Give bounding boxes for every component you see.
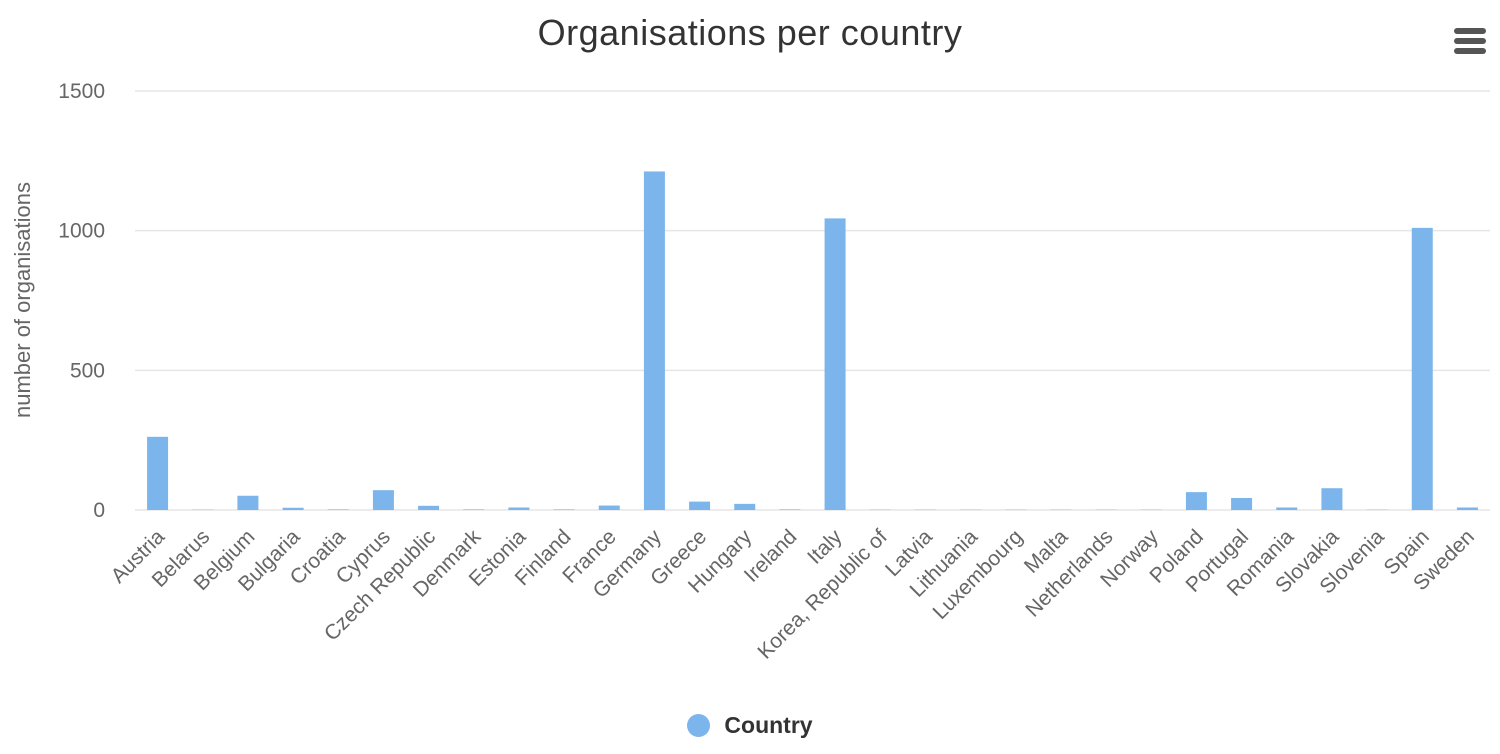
bar-greece[interactable] bbox=[689, 501, 711, 510]
legend-label: Country bbox=[724, 712, 813, 738]
bar-spain[interactable] bbox=[1411, 227, 1433, 510]
legend-item[interactable]: Country bbox=[0, 712, 1500, 739]
bar-ireland[interactable] bbox=[779, 509, 801, 510]
bars bbox=[147, 171, 1478, 510]
grid-lines bbox=[135, 90, 1490, 511]
bar-austria[interactable] bbox=[147, 436, 169, 510]
bar-denmark[interactable] bbox=[463, 509, 485, 510]
hamburger-menu-icon-bar bbox=[1454, 38, 1486, 44]
bar-germany[interactable] bbox=[643, 171, 665, 510]
bar-hungary[interactable] bbox=[734, 503, 756, 510]
bar-portugal[interactable] bbox=[1231, 497, 1253, 510]
legend-marker bbox=[687, 714, 711, 737]
bar-slovakia[interactable] bbox=[1321, 488, 1343, 510]
context-menu-button[interactable] bbox=[1448, 22, 1488, 62]
bar-cyprus[interactable] bbox=[372, 490, 394, 510]
bar-belgium[interactable] bbox=[237, 495, 259, 510]
hamburger-menu-icon bbox=[1454, 28, 1486, 34]
y-axis-ticks: 0 500 1000 1500 bbox=[58, 80, 105, 522]
y-tick-label: 500 bbox=[70, 359, 105, 382]
bar-czech-republic[interactable] bbox=[418, 505, 440, 510]
chart-title: Organisations per country bbox=[537, 12, 963, 53]
y-axis-title: number of organisations bbox=[10, 182, 35, 418]
bar-estonia[interactable] bbox=[508, 507, 530, 510]
x-axis-ticks: AustriaBelarusBelgiumBulgariaCroatiaCypr… bbox=[107, 525, 1479, 664]
y-tick-label: 0 bbox=[93, 499, 105, 522]
bar-sweden[interactable] bbox=[1456, 507, 1478, 510]
bar-poland[interactable] bbox=[1185, 492, 1207, 510]
y-tick-label: 1500 bbox=[58, 80, 105, 103]
y-tick-label: 1000 bbox=[58, 220, 105, 243]
bar-croatia[interactable] bbox=[327, 509, 349, 510]
bar-finland[interactable] bbox=[553, 509, 575, 510]
bar-italy[interactable] bbox=[824, 218, 846, 510]
bar-bulgaria[interactable] bbox=[282, 507, 304, 510]
bar-romania[interactable] bbox=[1276, 507, 1298, 510]
hamburger-menu-icon-bar bbox=[1454, 48, 1486, 54]
bar-france[interactable] bbox=[598, 505, 620, 510]
